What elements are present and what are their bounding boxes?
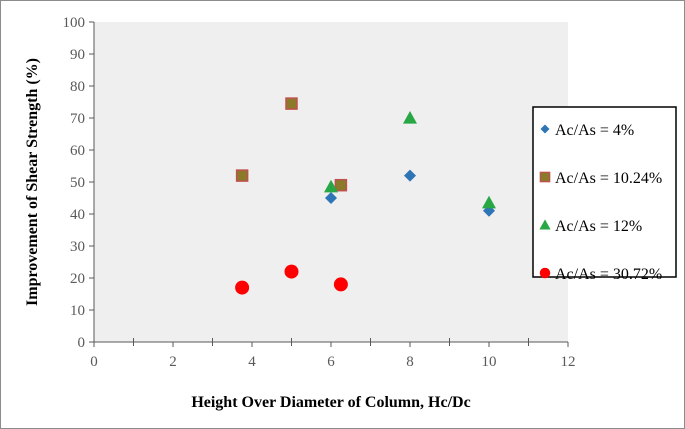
y-tick-label: 10 (70, 303, 85, 319)
data-point-square (285, 97, 298, 110)
y-axis-title: Improvement of Shear Strength (%) (24, 58, 41, 306)
legend-symbol (540, 124, 550, 134)
x-tick-label: 8 (406, 354, 414, 370)
legend: Ac/As = 4% Ac/As = 10.24% Ac/As = 12% Ac/As… (532, 106, 677, 283)
y-tick-label: 40 (70, 207, 85, 223)
y-tick-label: 30 (70, 239, 85, 255)
x-tick-label: 12 (561, 354, 576, 370)
data-point-triangle (482, 195, 496, 209)
legend-symbol (539, 171, 551, 183)
legend-symbol (539, 267, 551, 279)
y-tick-labels: 0 10 20 30 40 50 60 70 80 90 100 (63, 15, 94, 351)
data-point-circle (284, 264, 299, 279)
x-axis-title: Height Over Diameter of Column, Hc/Dc (191, 394, 470, 411)
data-point-square (235, 169, 249, 182)
x-tick-labels: 0 2 4 6 8 10 12 (90, 338, 576, 370)
y-tick-label: 90 (70, 47, 85, 63)
x-tick-label: 2 (169, 354, 177, 370)
x-tick-label: 0 (90, 354, 98, 370)
data-points (235, 97, 496, 295)
data-point-diamond (404, 169, 416, 182)
y-tick-label: 80 (70, 79, 85, 95)
y-tick-label: 0 (78, 335, 86, 351)
y-tick-label: 100 (63, 15, 86, 31)
legend-items: Ac/As = 4% Ac/As = 10.24% Ac/As = 12% Ac/As… (539, 122, 662, 283)
data-point-triangle (403, 111, 417, 124)
legend-marker-triangle (539, 219, 551, 230)
legend-marker-diamond (540, 124, 550, 134)
legend-marker-circle (539, 267, 551, 279)
y-tick-label: 70 (70, 111, 85, 127)
legend-label: Ac/As = 10.24% (555, 170, 662, 187)
data-point-circle (333, 277, 348, 292)
y-tick-label: 60 (70, 143, 85, 159)
legend-label: Ac/As = 12% (555, 218, 642, 235)
legend-symbol (539, 219, 551, 230)
data-point-circle (235, 280, 250, 295)
data-point-square (334, 178, 348, 192)
legend-label: Ac/As = 4% (555, 122, 634, 139)
y-tick-label: 20 (70, 271, 85, 287)
legend-marker-square (539, 171, 551, 183)
data-point-triangle (324, 179, 338, 193)
x-tick-label: 10 (482, 354, 497, 370)
x-tick-label: 4 (248, 354, 256, 370)
y-tick-label: 50 (70, 175, 85, 191)
legend-label: Ac/As = 30.72% (555, 266, 662, 283)
data-point-diamond (325, 192, 337, 204)
legend-box (532, 106, 677, 278)
x-tick-label: 6 (327, 354, 335, 370)
